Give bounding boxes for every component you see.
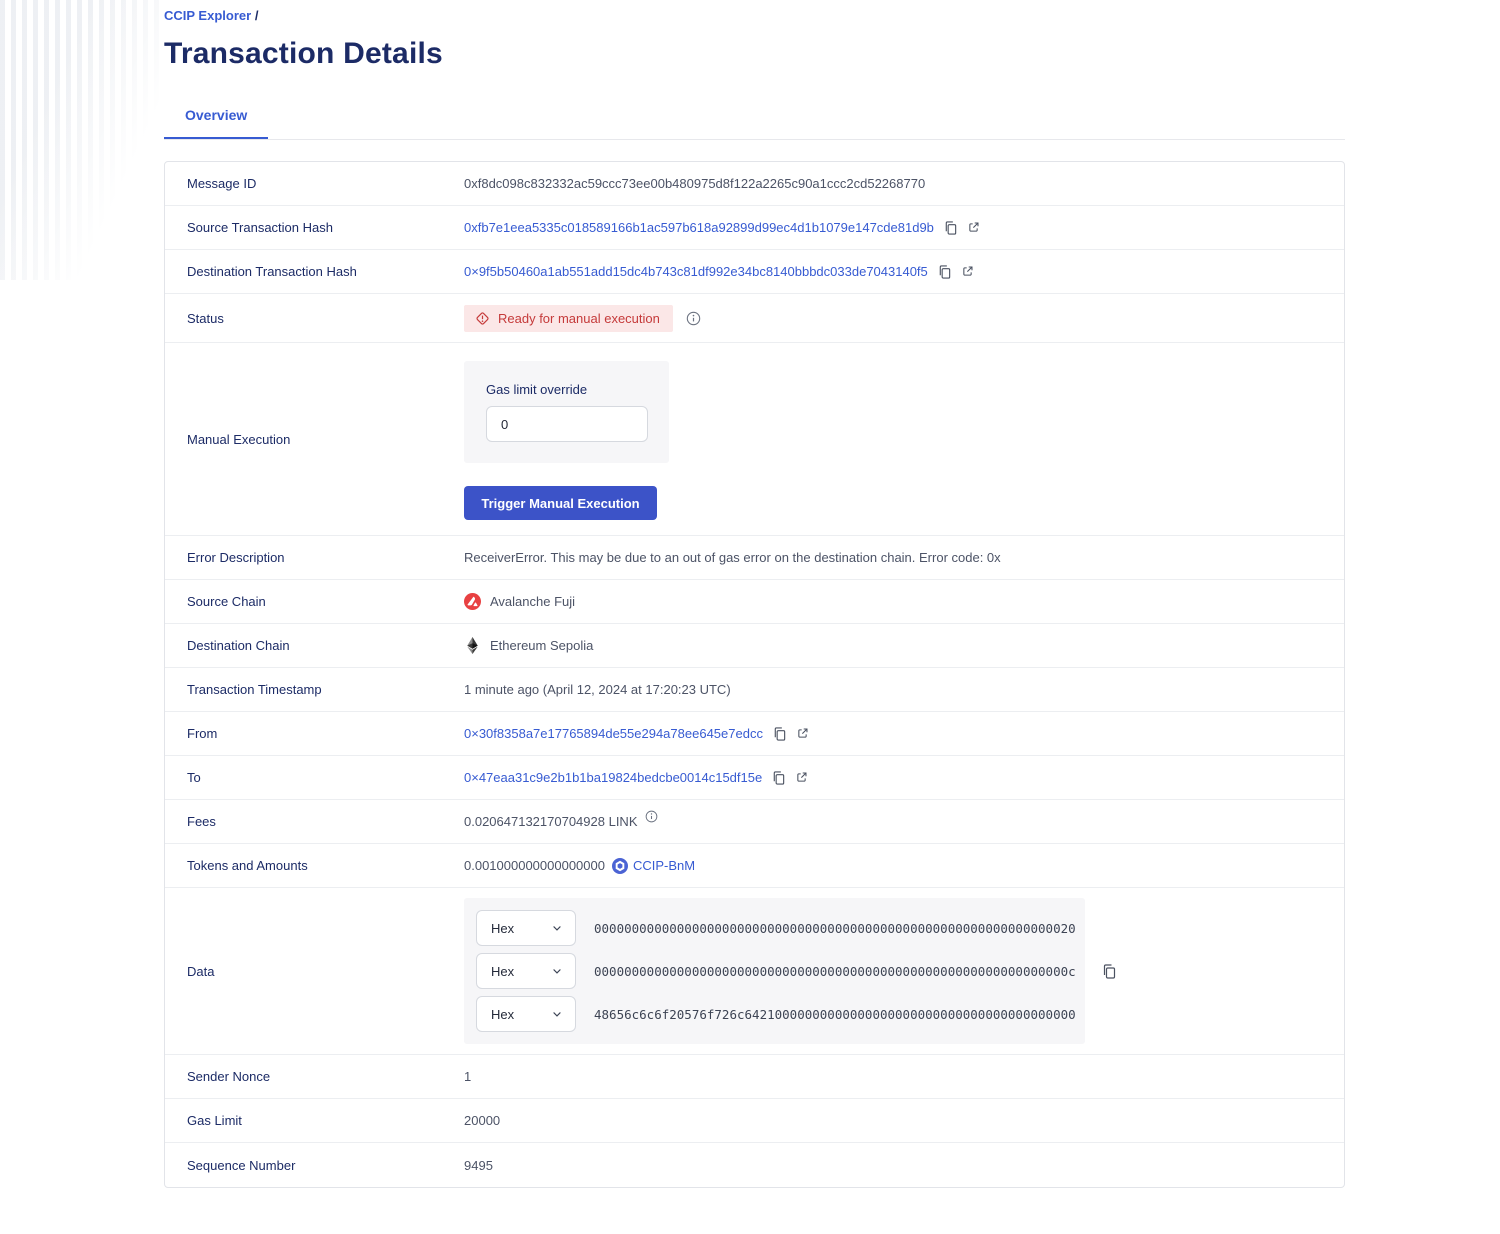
decorative-stripes [0, 0, 160, 280]
external-link-icon[interactable] [967, 221, 980, 234]
row-label: Error Description [187, 550, 285, 565]
timestamp-value: 1 minute ago (April 12, 2024 at 17:20:23… [464, 682, 731, 697]
info-icon[interactable] [645, 810, 658, 823]
table-row-sequence-number: Sequence Number 9495 [165, 1143, 1344, 1187]
source-tx-hash-link[interactable]: 0xfb7e1eea5335c018589166b1ac597b618a9289… [464, 220, 934, 235]
row-label: Status [187, 310, 224, 326]
breadcrumb: CCIP Explorer / [164, 8, 1345, 23]
token-amount: 0.001000000000000000 [464, 858, 605, 873]
transaction-details-table: Message ID 0xf8dc098c832332ac59ccc73ee00… [164, 161, 1345, 1188]
row-label: Tokens and Amounts [187, 858, 308, 873]
table-row-dest-tx-hash: Destination Transaction Hash 0×9f5b50460… [165, 250, 1344, 294]
row-label: Destination Chain [187, 638, 290, 653]
row-label: Manual Execution [187, 431, 291, 447]
table-row-source-tx-hash: Source Transaction Hash 0xfb7e1eea5335c0… [165, 206, 1344, 250]
hex-data-line: 48656c6c6f20576f726c64210000000000000000… [594, 1006, 1076, 1022]
hex-data-line: 0000000000000000000000000000000000000000… [594, 963, 1076, 979]
main-content: CCIP Explorer / Transaction Details Over… [164, 0, 1345, 1188]
table-row-manual-execution: Manual Execution Gas limit override Trig… [165, 343, 1344, 536]
copy-icon[interactable] [772, 726, 787, 742]
breadcrumb-separator: / [254, 8, 259, 23]
gas-limit-override-input[interactable] [486, 406, 648, 442]
row-label: Gas Limit [187, 1113, 242, 1128]
table-row-data: Data Hex 0000000000000000000000000000000… [165, 888, 1344, 1055]
to-address-link[interactable]: 0×47eaa31c9e2b1b1ba19824bedcbe0014c15df1… [464, 770, 763, 785]
data-hex-panel: Hex 000000000000000000000000000000000000… [464, 898, 1085, 1044]
error-description-value: ReceiverError. This may be due to an out… [464, 550, 1001, 565]
row-label: Source Chain [187, 594, 266, 609]
external-link-icon[interactable] [796, 727, 809, 740]
table-row-source-chain: Source Chain Avalanche Fuji [165, 580, 1344, 624]
avalanche-fuji-icon [464, 593, 481, 610]
row-label: Sequence Number [187, 1157, 296, 1173]
ccip-bnm-token-icon [611, 857, 628, 874]
message-id-value: 0xf8dc098c832332ac59ccc73ee00b480975d8f1… [464, 176, 926, 191]
row-label: Data [187, 963, 215, 979]
data-line: Hex 000000000000000000000000000000000000… [476, 910, 1076, 946]
table-row-sender-nonce: Sender Nonce 1 [165, 1055, 1344, 1099]
external-link-icon[interactable] [961, 265, 974, 278]
page-title: Transaction Details [164, 37, 443, 70]
table-row-from: From 0×30f8358a7e17765894de55e294a78ee64… [165, 712, 1344, 756]
table-row-status: Status Ready for manual execution [165, 294, 1344, 343]
table-row-message-id: Message ID 0xf8dc098c832332ac59ccc73ee00… [165, 162, 1344, 206]
hex-format-select[interactable]: Hex [476, 910, 576, 946]
row-label: Fees [187, 814, 216, 829]
row-label: Source Transaction Hash [187, 220, 333, 235]
table-row-timestamp: Transaction Timestamp 1 minute ago (Apri… [165, 668, 1344, 712]
sender-nonce-value: 1 [464, 1069, 472, 1084]
data-line: Hex 000000000000000000000000000000000000… [476, 953, 1076, 989]
source-chain-name: Avalanche Fuji [490, 594, 576, 609]
table-row-destination-chain: Destination Chain Ethereum Sepolia [165, 624, 1344, 668]
copy-icon[interactable] [1101, 963, 1117, 980]
ethereum-icon [464, 637, 481, 654]
trigger-manual-execution-button[interactable]: Trigger Manual Execution [464, 486, 657, 520]
hex-select-value: Hex [491, 963, 515, 979]
chevron-down-icon [551, 922, 563, 934]
chevron-down-icon [551, 1008, 563, 1020]
tab-overview[interactable]: Overview [164, 107, 269, 139]
token-link[interactable]: CCIP-BnM [611, 857, 696, 874]
table-row-tokens-and-amounts: Tokens and Amounts 0.001000000000000000 … [165, 844, 1344, 888]
destination-chain-name: Ethereum Sepolia [490, 638, 594, 653]
status-badge: Ready for manual execution [464, 304, 673, 332]
hex-format-select[interactable]: Hex [476, 996, 576, 1032]
table-row-gas-limit: Gas Limit 20000 [165, 1099, 1344, 1143]
table-row-to: To 0×47eaa31c9e2b1b1ba19824bedcbe0014c15… [165, 756, 1344, 800]
dest-tx-hash-link[interactable]: 0×9f5b50460a1ab551add15dc4b743c81df992e3… [464, 264, 928, 279]
table-row-error-description: Error Description ReceiverError. This ma… [165, 536, 1344, 580]
info-icon[interactable] [686, 311, 701, 326]
gas-limit-value: 20000 [464, 1113, 501, 1128]
status-badge-label: Ready for manual execution [498, 310, 660, 326]
table-row-fees: Fees 0.020647132170704928 LINK [165, 800, 1344, 844]
chevron-down-icon [551, 965, 563, 977]
row-label: Transaction Timestamp [187, 682, 322, 697]
row-label: From [187, 726, 218, 741]
fees-value: 0.020647132170704928 LINK [464, 814, 638, 829]
hex-select-value: Hex [491, 920, 515, 936]
copy-icon[interactable] [771, 770, 786, 786]
diamond-exclamation-icon [475, 311, 490, 326]
token-name: CCIP-BnM [632, 858, 696, 873]
breadcrumb-ccip-explorer-link[interactable]: CCIP Explorer [164, 8, 252, 23]
hex-select-value: Hex [491, 1006, 515, 1022]
tab-bar: Overview [164, 107, 1345, 140]
row-label: Sender Nonce [187, 1069, 271, 1084]
external-link-icon[interactable] [795, 771, 808, 784]
hex-data-line: 0000000000000000000000000000000000000000… [594, 920, 1076, 936]
data-line: Hex 48656c6c6f20576f726c6421000000000000… [476, 996, 1076, 1032]
gas-limit-override-label: Gas limit override [486, 382, 588, 397]
sequence-number-value: 9495 [464, 1157, 493, 1173]
row-label: Message ID [187, 176, 257, 191]
copy-icon[interactable] [937, 264, 952, 280]
hex-format-select[interactable]: Hex [476, 953, 576, 989]
from-address-link[interactable]: 0×30f8358a7e17765894de55e294a78ee645e7ed… [464, 726, 763, 741]
gas-limit-override-panel: Gas limit override [464, 361, 669, 463]
copy-icon[interactable] [943, 220, 958, 236]
row-label: To [187, 770, 201, 785]
row-label: Destination Transaction Hash [187, 264, 357, 279]
